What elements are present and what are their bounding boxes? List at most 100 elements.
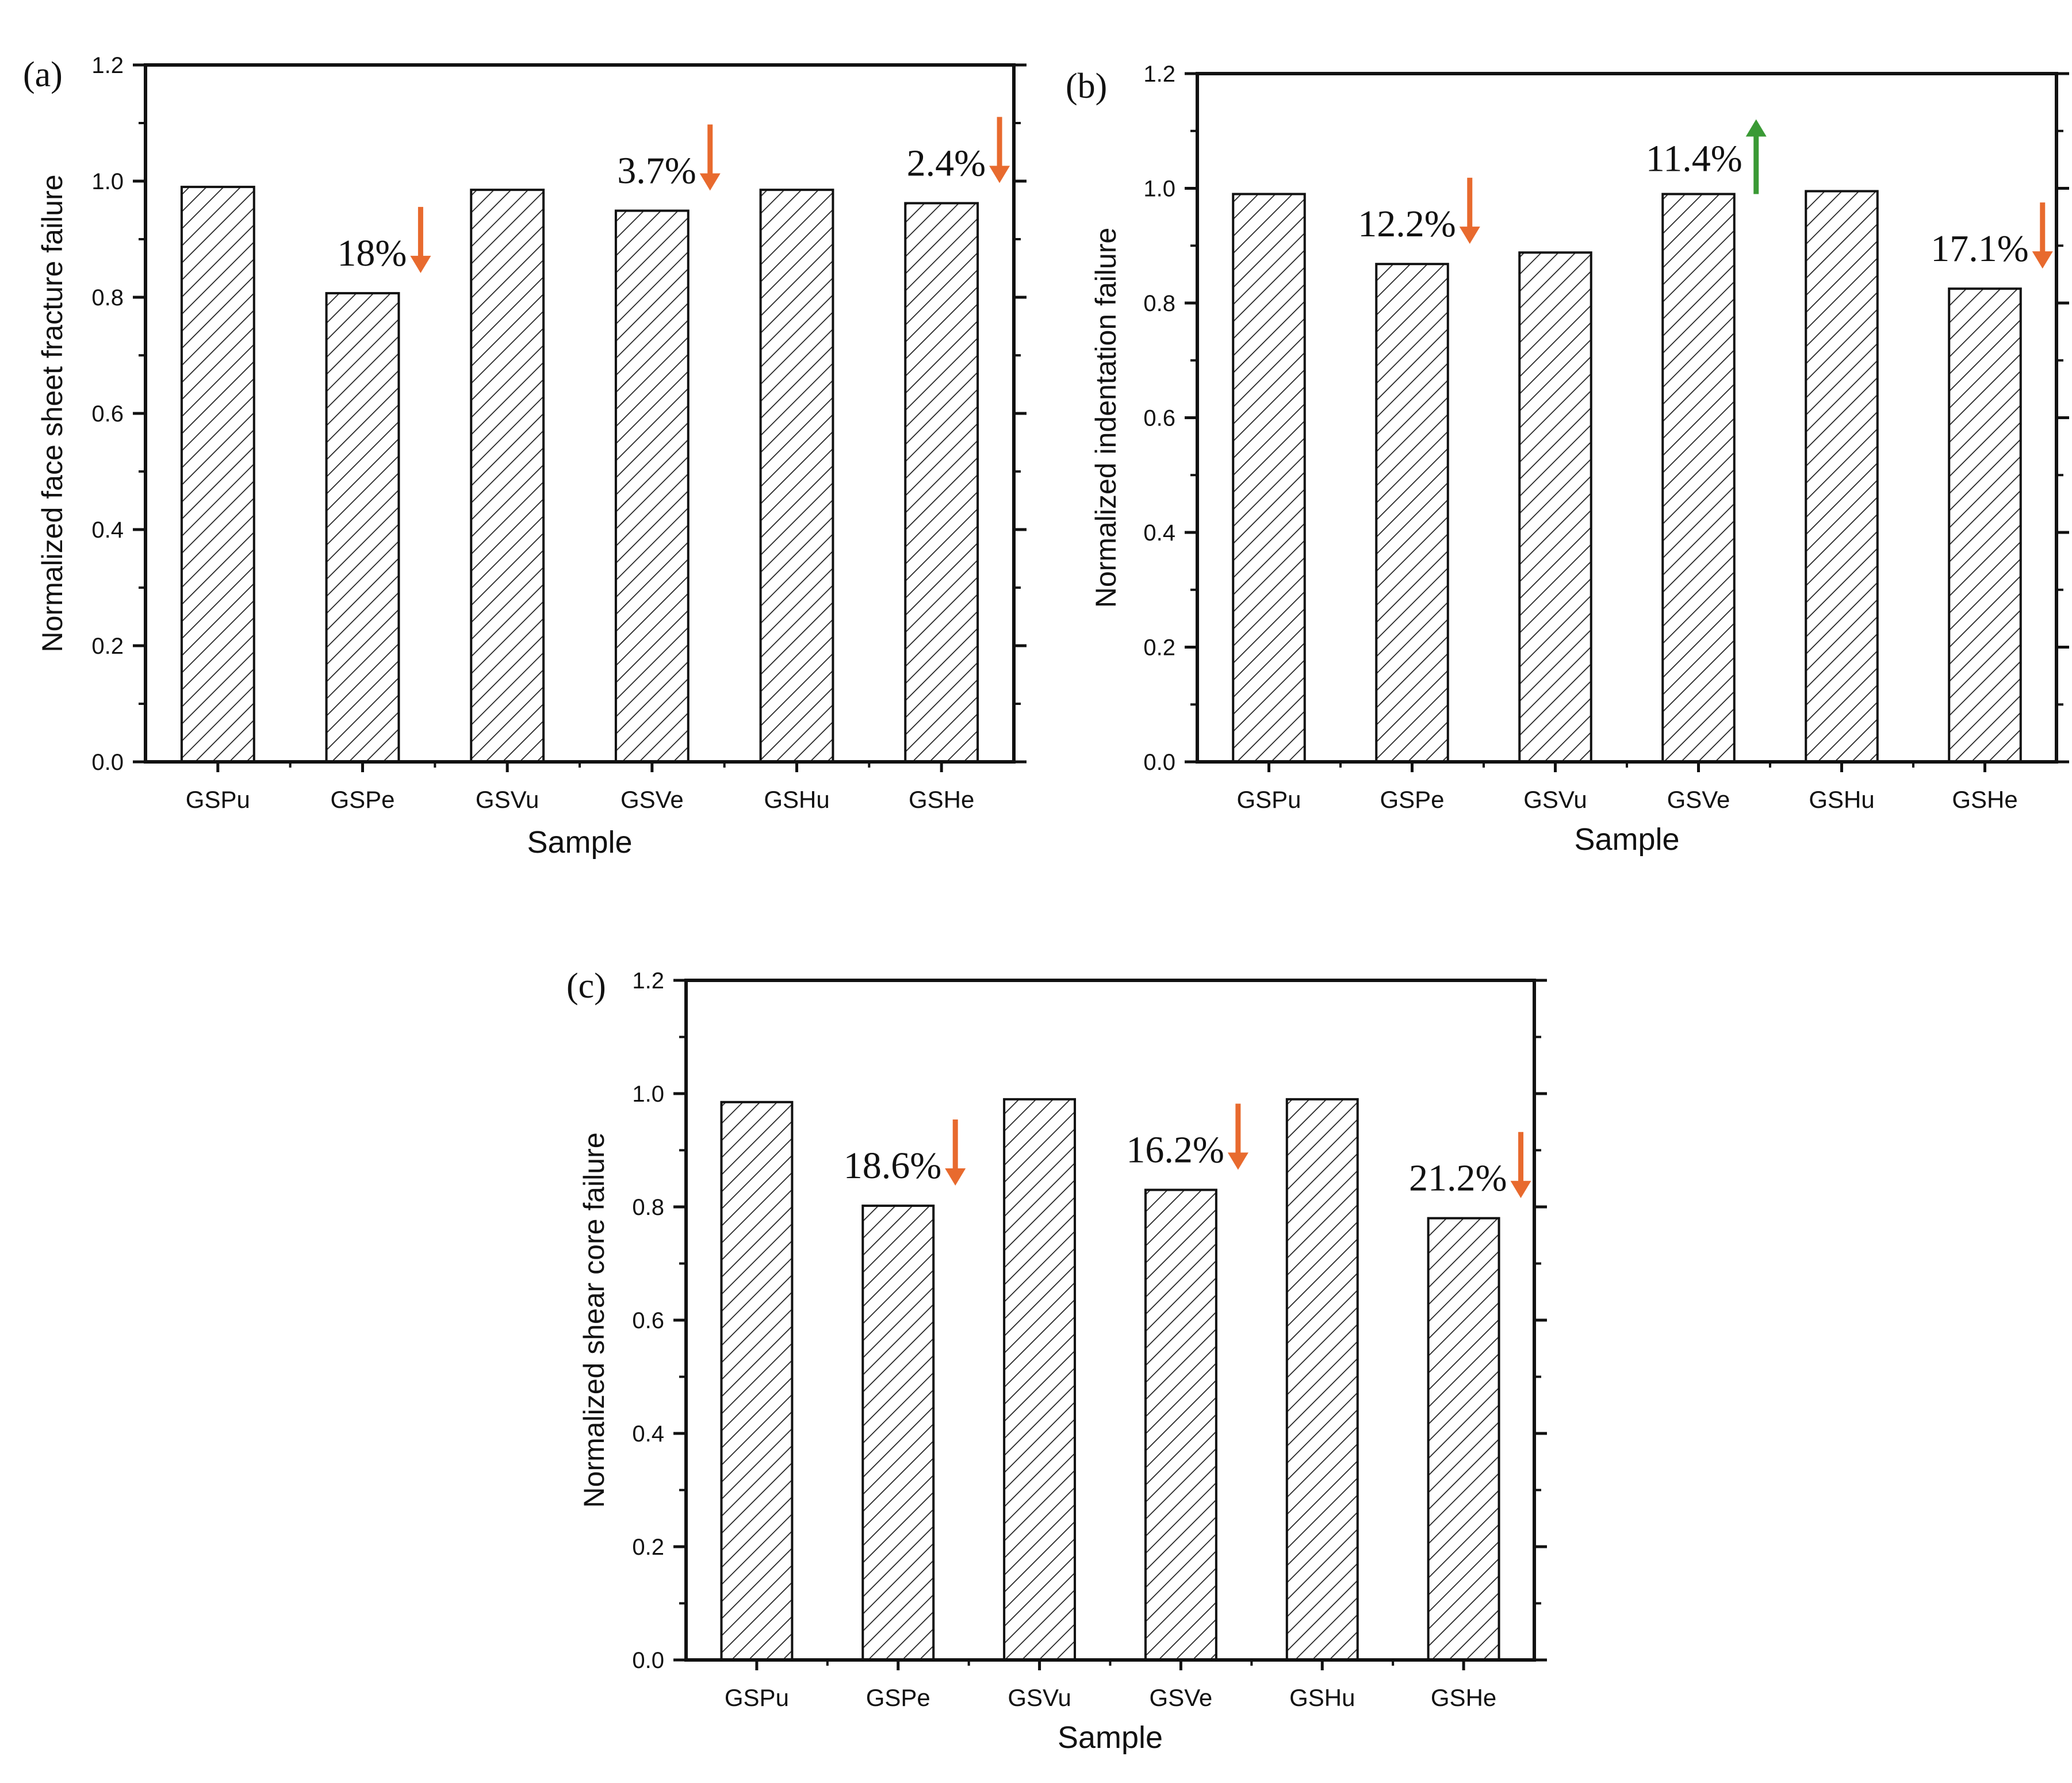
y-tick-label: 1.0: [632, 1082, 664, 1107]
annotation-label: 12.2%: [1358, 203, 1456, 245]
annotation-label: 3.7%: [617, 150, 696, 192]
arrow-down-icon: [1227, 1103, 1248, 1170]
annotation-gspe: 18%: [337, 206, 431, 274]
bar-gspu: [720, 1101, 794, 1661]
x-axis-title: Sample: [527, 825, 632, 860]
x-tick-label: GSPe: [330, 786, 395, 813]
y-tick-label: 1.2: [1143, 62, 1175, 87]
x-tick-label: GSVu: [1523, 786, 1587, 813]
y-tick-label: 0.0: [1143, 750, 1175, 775]
annotation-label: 16.2%: [1126, 1129, 1224, 1171]
y-tick-label: 0.2: [632, 1535, 664, 1560]
y-axis-title: Normalized face sheet fracture failure: [36, 175, 68, 653]
annotation-gspe: 18.6%: [844, 1119, 966, 1187]
chart-panel-2: (c) 0.0 0.2 0.4 0.6 0.8 1.0 1.2 GSPu GSPe GSVu GSVe…: [566, 967, 1547, 1755]
annotation-gspe: 12.2%: [1358, 178, 1480, 245]
x-tick-label: GSPu: [725, 1684, 789, 1711]
bar-gshu: [1805, 190, 1879, 763]
annotation-label: 21.2%: [1409, 1157, 1507, 1199]
annotation-gshe: 21.2%: [1409, 1132, 1531, 1199]
bar-gsvu: [1003, 1098, 1077, 1661]
bar-gspe: [861, 1205, 935, 1661]
x-tick-label: GSHu: [1809, 786, 1874, 813]
annotation-label: 11.4%: [1646, 137, 1742, 179]
x-tick-label: GSHe: [1431, 1684, 1496, 1711]
bar-gshu: [759, 189, 834, 763]
plot-frame: [144, 63, 1016, 764]
y-tick-label: 0.4: [1143, 520, 1175, 546]
arrow-down-icon: [410, 206, 431, 273]
y-tick-label: 1.2: [91, 53, 124, 78]
x-tick-label: GSVu: [1008, 1684, 1071, 1711]
x-tick-label: GSHu: [764, 786, 829, 813]
chart-panel-1: (b) 0.0 0.2 0.4 0.6 0.8 1.0 1.2 GSPu GSPe GSVu GSVe…: [1066, 62, 2069, 857]
annotation-label: 18%: [337, 232, 407, 274]
arrow-down-icon: [2032, 202, 2053, 269]
y-tick-label: 0.8: [91, 285, 124, 310]
annotation-gshe: 17.1%: [1931, 202, 2053, 270]
y-tick-label: 0.6: [1143, 406, 1175, 431]
arrow-down-icon: [1510, 1132, 1531, 1198]
y-axis-title: Normalized shear core failure: [578, 1132, 610, 1508]
bar-gspe: [1375, 263, 1449, 764]
plot-frame: [684, 979, 1536, 1662]
x-tick-label: GSHu: [1289, 1684, 1355, 1711]
x-tick-label: GSHe: [1952, 786, 2017, 813]
arrow-down-icon: [699, 124, 721, 191]
y-tick-label: 1.2: [632, 968, 664, 994]
annotation-label: 17.1%: [1931, 228, 2028, 270]
y-tick-label: 0.8: [1143, 291, 1175, 316]
y-tick-label: 0.2: [91, 634, 124, 659]
annotation-label: 2.4%: [907, 142, 986, 184]
bar-gshe: [904, 202, 979, 763]
y-tick-label: 0.0: [91, 750, 124, 775]
y-tick-label: 1.0: [91, 169, 124, 194]
x-tick-label: GSVe: [621, 786, 684, 813]
arrow-down-icon: [945, 1119, 966, 1186]
x-tick-label: GSPu: [186, 786, 250, 813]
x-tick-label: GSHe: [909, 786, 974, 813]
bar-gsve: [1661, 193, 1736, 764]
y-tick-label: 0.6: [91, 401, 124, 427]
bar-gsvu: [470, 189, 545, 763]
y-tick-label: 0.6: [632, 1308, 664, 1333]
y-tick-label: 0.4: [91, 517, 124, 543]
x-axis-title: Sample: [1574, 822, 1679, 857]
chart-panel-0: (a) 0.0 0.2 0.4 0.6 0.8 1.0 1.2 GSPu GSPe GSVu GSVe…: [23, 53, 1027, 860]
annotation-label: 18.6%: [844, 1145, 941, 1187]
panel-label: (c): [566, 967, 606, 1006]
x-tick-label: GSVe: [1150, 1684, 1213, 1711]
annotation-gsve: 11.4%: [1646, 119, 1767, 194]
arrow-up-icon: [1745, 119, 1767, 194]
annotation-gshe: 2.4%: [907, 117, 1010, 184]
arrow-down-icon: [989, 117, 1010, 183]
y-axis-title: Normalized indentation failure: [1090, 228, 1122, 608]
x-tick-label: GSPe: [866, 1684, 930, 1711]
bar-gsvu: [1518, 251, 1592, 764]
y-tick-label: 0.2: [1143, 635, 1175, 661]
bar-gspu: [180, 186, 255, 764]
annotation-gsve: 3.7%: [617, 124, 721, 192]
x-tick-label: GSVe: [1667, 786, 1730, 813]
bar-gshu: [1285, 1098, 1359, 1661]
y-tick-label: 0.8: [632, 1195, 664, 1220]
y-tick-label: 0.0: [632, 1648, 664, 1673]
bar-gsve: [614, 209, 690, 763]
x-tick-label: GSPe: [1380, 786, 1444, 813]
x-tick-label: GSVu: [476, 786, 539, 813]
plot-frame: [1196, 72, 2058, 764]
bar-gspu: [1232, 193, 1306, 764]
y-tick-label: 1.0: [1143, 177, 1175, 202]
bar-gshe: [1948, 287, 2022, 763]
bar-gsve: [1144, 1188, 1217, 1661]
arrow-down-icon: [1459, 178, 1480, 244]
x-axis-title: Sample: [1058, 1720, 1163, 1755]
y-tick-label: 0.4: [632, 1421, 664, 1447]
x-tick-label: GSPu: [1236, 786, 1301, 813]
panel-label: (a): [23, 55, 63, 94]
annotation-gsve: 16.2%: [1126, 1103, 1248, 1171]
bar-gspe: [325, 292, 400, 763]
bar-gshe: [1427, 1217, 1500, 1661]
panel-label: (b): [1066, 67, 1107, 106]
